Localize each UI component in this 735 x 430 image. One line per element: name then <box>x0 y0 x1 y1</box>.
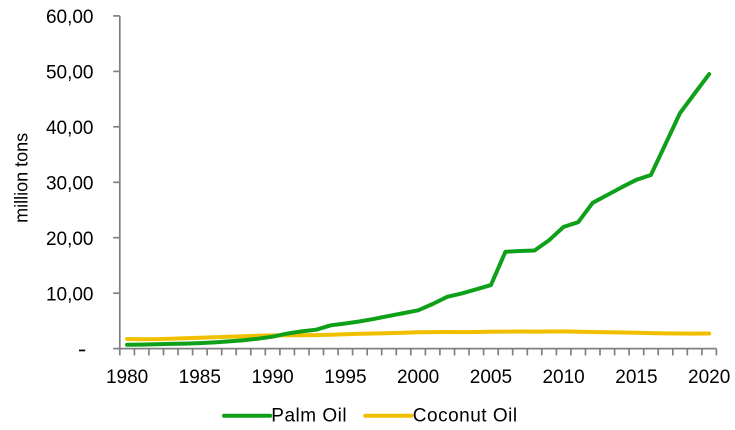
svg-text:1995: 1995 <box>324 367 366 388</box>
svg-text:2020: 2020 <box>688 367 730 388</box>
svg-text:40,00: 40,00 <box>46 118 94 139</box>
svg-text:30,00: 30,00 <box>46 174 94 195</box>
svg-text:2005: 2005 <box>470 367 512 388</box>
svg-text:1980: 1980 <box>106 367 148 388</box>
svg-text:2000: 2000 <box>397 367 439 388</box>
svg-text:60,00: 60,00 <box>46 7 94 28</box>
svg-text:Coconut Oil: Coconut Oil <box>413 406 518 427</box>
svg-text:1985: 1985 <box>179 367 221 388</box>
svg-text:2015: 2015 <box>615 367 657 388</box>
svg-text:Palm Oil: Palm Oil <box>271 406 347 427</box>
svg-text:10,00: 10,00 <box>46 285 94 306</box>
svg-text:2010: 2010 <box>542 367 584 388</box>
svg-text:50,00: 50,00 <box>46 63 94 84</box>
svg-text:20,00: 20,00 <box>46 229 94 250</box>
svg-text:1990: 1990 <box>251 367 293 388</box>
svg-text:million tons: million tons <box>11 133 31 223</box>
